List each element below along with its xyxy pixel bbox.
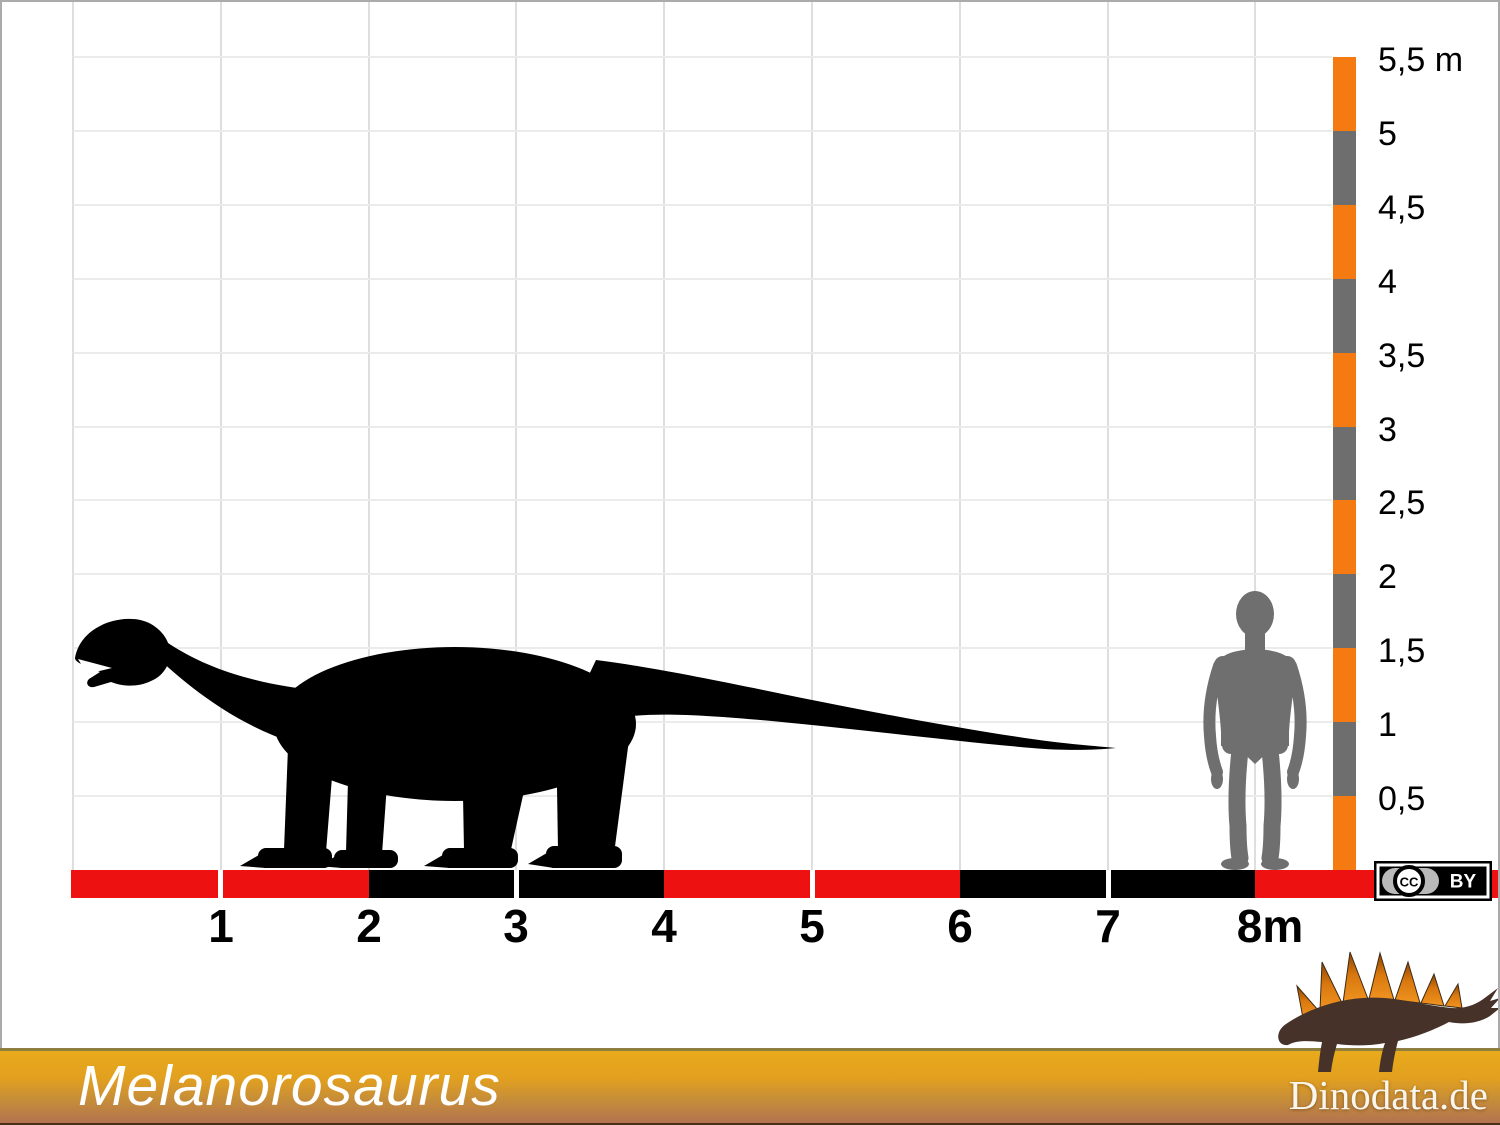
horizontal-ruler	[71, 870, 1500, 898]
x-label-4: 4	[651, 900, 677, 952]
hruler-tick-1m	[218, 870, 223, 898]
dino-hind-claw-1	[424, 852, 450, 868]
dino-front-leg-1	[284, 696, 338, 852]
vruler-seg-45-5	[1333, 131, 1356, 205]
y-label-15: 1,5	[1378, 632, 1425, 670]
human-arm-right	[1285, 660, 1307, 778]
grid-vertical-lines	[72, 2, 1256, 870]
y-label-20: 2	[1378, 558, 1397, 596]
human-foot-right	[1261, 858, 1289, 870]
human-foot-left	[1221, 858, 1249, 870]
y-label-25: 2,5	[1378, 484, 1425, 522]
melanorosaurus-silhouette	[75, 618, 1116, 868]
dino-open-mouth	[78, 659, 112, 674]
vertical-ruler	[1333, 57, 1356, 870]
dino-front-claw-2	[318, 854, 342, 868]
y-label-35: 3,5	[1378, 337, 1425, 375]
x-label-7: 7	[1095, 900, 1121, 952]
x-label-8m: 8m	[1237, 900, 1303, 952]
grid-horizontal-lines	[73, 56, 1332, 797]
page-title: Melanorosaurus	[78, 1054, 501, 1118]
vertical-ruler-labels: 5,5 m 5 4,5 4 3,5 3 2,5 2 1,5 1 0,5	[1378, 41, 1463, 818]
hruler-tick-3m	[514, 870, 519, 898]
y-label-10: 1	[1378, 706, 1397, 744]
cc-circle-icon	[1393, 865, 1425, 897]
human-arm-left	[1203, 660, 1225, 778]
vruler-seg-35-4	[1333, 279, 1356, 353]
vruler-seg-15-2	[1333, 574, 1356, 648]
human-head	[1236, 591, 1274, 637]
cc-by-text: BY	[1450, 872, 1477, 893]
dino-front-foot-2	[334, 850, 398, 868]
hruler-tick-5m	[810, 870, 815, 898]
dino-hind-leg-2	[556, 724, 630, 854]
vruler-seg-1-15	[1333, 648, 1356, 722]
cc-circle-text: CC	[1400, 875, 1419, 890]
right-border	[1498, 0, 1500, 1048]
vruler-seg-5-55	[1333, 57, 1356, 131]
dino-front-claw-1	[240, 852, 266, 868]
vruler-seg-05-1	[1333, 722, 1356, 796]
y-label-05: 0,5	[1378, 780, 1425, 818]
dino-hind-claw-2	[528, 850, 554, 868]
y-label-55: 5,5 m	[1378, 41, 1463, 79]
vruler-seg-4-45	[1333, 205, 1356, 279]
dino-front-foot-1	[258, 848, 332, 868]
site-wordmark: Dinodata.de	[1288, 1072, 1488, 1118]
human-hand-right	[1287, 769, 1299, 789]
horizontal-ruler-labels: 1 2 3 4 5 6 7 8m	[208, 900, 1303, 952]
hruler-tick-7m	[1106, 870, 1111, 898]
x-label-1: 1	[208, 900, 234, 952]
dino-hind-leg-1	[462, 740, 534, 854]
human-leg-left	[1228, 741, 1249, 867]
vruler-seg-3-35	[1333, 353, 1356, 427]
dino-hind-foot-1	[442, 848, 518, 868]
dino-hind-foot-2	[546, 846, 622, 868]
y-label-50: 5	[1378, 115, 1397, 153]
cc-badge-frame	[1376, 863, 1490, 899]
dino-tail	[578, 660, 1116, 750]
x-label-3: 3	[503, 900, 529, 952]
y-label-40: 4	[1378, 263, 1397, 301]
left-border	[0, 0, 2, 1048]
cc-by-badge[interactable]: CC BY	[1374, 861, 1492, 901]
human-neck	[1245, 630, 1265, 650]
vruler-seg-25-3	[1333, 427, 1356, 500]
human-hand-left	[1211, 769, 1223, 789]
vruler-seg-2-25	[1333, 500, 1356, 574]
x-label-2: 2	[356, 900, 382, 952]
top-border	[0, 0, 1500, 2]
dino-front-leg-2	[346, 710, 392, 854]
x-label-6: 6	[947, 900, 973, 952]
x-label-5: 5	[799, 900, 825, 952]
human-silhouette	[1203, 591, 1307, 870]
y-label-30: 3	[1378, 411, 1397, 449]
human-leg-right	[1261, 741, 1282, 867]
title-banner: Melanorosaurus Dinodata.de	[0, 1048, 1500, 1125]
vruler-seg-0-05	[1333, 796, 1356, 870]
human-torso	[1214, 649, 1296, 746]
y-label-45: 4,5	[1378, 189, 1425, 227]
